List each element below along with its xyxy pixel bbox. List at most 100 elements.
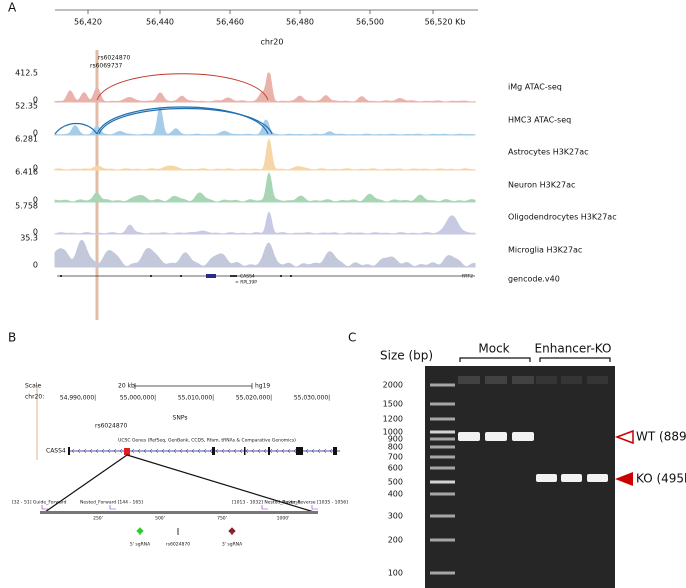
gene-exon	[244, 447, 246, 455]
strand-arrow	[215, 448, 219, 454]
zoom-line	[44, 454, 128, 513]
ladder-band	[430, 514, 455, 518]
ladder-label: 400	[388, 490, 403, 499]
ladder-band	[430, 571, 455, 575]
band	[485, 432, 507, 441]
zoom-line	[126, 454, 315, 513]
smear	[561, 376, 582, 384]
strand-arrow	[281, 448, 285, 454]
smear	[587, 376, 608, 384]
ladder-band	[430, 437, 455, 441]
strand-arrow	[209, 448, 213, 454]
strand-arrow	[185, 448, 189, 454]
ruler-label: 56,420	[74, 18, 102, 27]
zoom-bar	[40, 511, 318, 514]
group-label: Mock	[478, 342, 509, 356]
coordinate: 54,990,000|	[60, 395, 96, 402]
ladder-label: 700	[388, 453, 403, 462]
track-name: gencode.v40	[508, 275, 560, 284]
ladder-band	[430, 538, 455, 542]
strand-arrow	[227, 448, 231, 454]
snp-label: rs6069737	[90, 63, 122, 70]
strand-arrow	[161, 448, 165, 454]
ladder-label: 900	[388, 435, 403, 444]
ruler-label: 56,460	[216, 18, 244, 27]
signal	[54, 106, 476, 136]
strand-arrow	[245, 448, 249, 454]
strand-arrow	[329, 448, 333, 454]
strand-arrow	[131, 448, 135, 454]
smear	[458, 376, 480, 384]
guide-icon	[228, 527, 236, 535]
ladder-label: 1000	[383, 428, 403, 437]
ladder-band	[430, 466, 455, 470]
loop-arc	[98, 108, 273, 135]
gene-exon	[268, 447, 270, 455]
ladder-label: 800	[388, 443, 403, 452]
band	[536, 474, 557, 482]
track-min: 0	[33, 261, 38, 270]
axis-title: Size (bp)	[380, 349, 433, 363]
band	[587, 474, 608, 482]
loop-arc	[96, 106, 269, 135]
track-name: iMg ATAC-seq	[508, 83, 562, 92]
loop-arc	[54, 122, 98, 135]
zoom-tick: 1000'	[277, 516, 290, 522]
strand-arrow	[113, 448, 117, 454]
gene-exon	[68, 447, 70, 455]
strand-arrow	[107, 448, 111, 454]
band-label: KO (495bp)	[636, 472, 686, 486]
track-min: 0	[33, 196, 38, 205]
ladder-label: 500	[388, 478, 403, 487]
band	[458, 432, 480, 441]
strand-arrow	[311, 448, 315, 454]
wt-arrow	[614, 429, 634, 445]
tracks: 56,420 56,440 56,460 56,480 56,500 56,520 Kb 4…	[15, 10, 617, 277]
gene-label: RTF2	[462, 274, 473, 280]
strand-arrow	[167, 448, 171, 454]
strand-arrow	[149, 448, 153, 454]
highlight	[95, 50, 99, 320]
ko-arrow	[615, 472, 633, 486]
gene-exon	[231, 275, 237, 277]
strand-arrow	[191, 448, 195, 454]
snp-label: rs6024870	[95, 423, 127, 430]
strand-arrow	[323, 448, 327, 454]
ladder-band	[430, 455, 455, 459]
strand-arrow	[293, 448, 297, 454]
strand-arrow	[71, 448, 75, 454]
smear	[512, 376, 534, 384]
primers: [32 - 51] Guide_Forward Nested_Forward [1…	[12, 500, 348, 510]
track-max: 6.416	[15, 168, 38, 177]
smear	[536, 376, 557, 384]
primer-label: Guide_Reverse [1035 - 1056]	[282, 500, 348, 506]
zoom-ticks: 250' 500' 750' 1000'	[93, 516, 289, 522]
band	[561, 474, 582, 482]
strand-arrow	[317, 448, 321, 454]
gene-label: < RPL39P	[235, 280, 257, 286]
track-max: 52.35	[15, 102, 38, 111]
track-max: 6.281	[15, 135, 38, 144]
ladder-band	[430, 402, 455, 406]
coordinate: 55,010,000|	[178, 395, 214, 402]
gene-label: CASS4	[240, 274, 255, 280]
strand-arrow	[197, 448, 201, 454]
panel-label: C	[348, 331, 356, 345]
chrom-label: chr20:	[25, 394, 44, 401]
gene-model	[68, 447, 340, 455]
coordinate: 55,000,000|	[120, 395, 156, 402]
gene-exon	[333, 447, 337, 455]
track-name: Astrocytes H3K27ac	[508, 148, 589, 157]
gel	[425, 366, 615, 588]
assembly: hg19	[255, 383, 270, 390]
ladder-label: 2000	[383, 381, 403, 390]
snp-label: rs6024870	[98, 55, 130, 62]
band-label: WT (889bp)	[636, 430, 686, 444]
ruler-label: 56,440	[146, 18, 174, 27]
strand-arrow	[263, 448, 267, 454]
band	[512, 432, 534, 441]
track-name: Microglia H3K27ac	[508, 246, 582, 255]
ladder-label: 1500	[383, 400, 403, 409]
